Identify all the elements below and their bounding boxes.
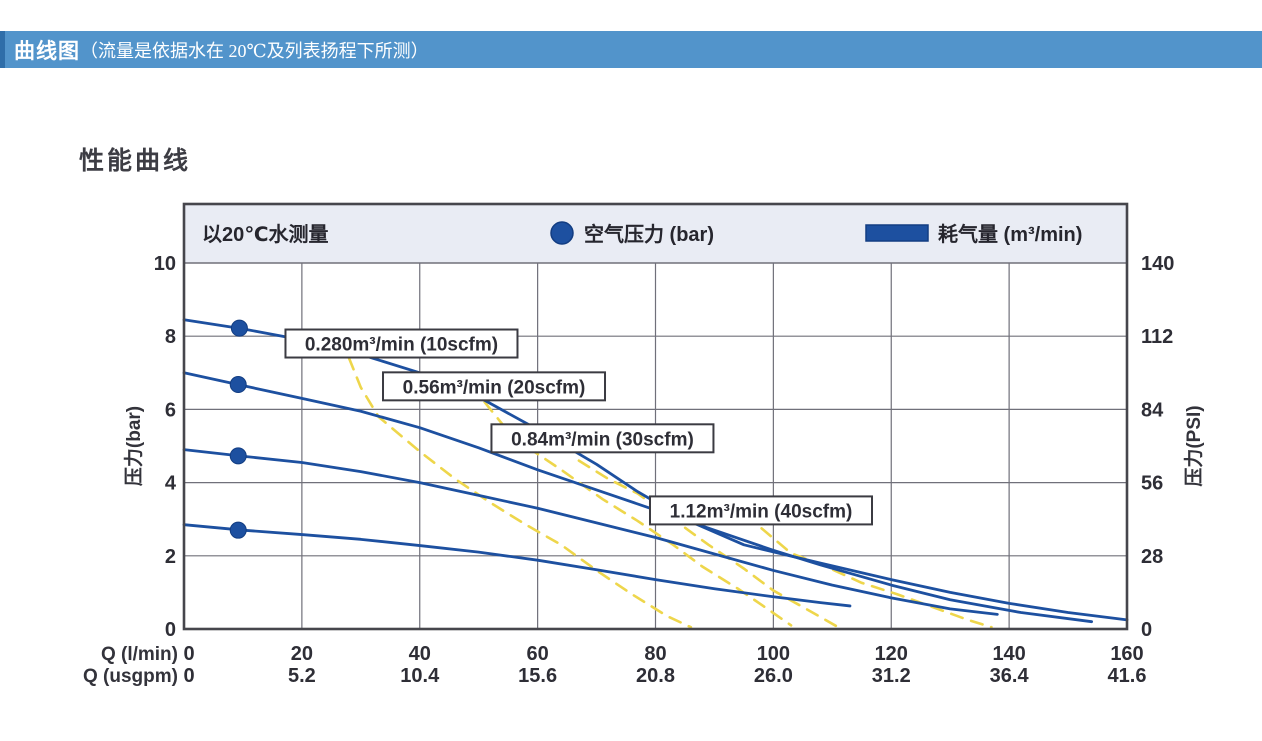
performance-chart: 以20℃水测量 空气压力 (bar) 耗气量 (m³/min) 压力(bar) … bbox=[83, 202, 1205, 687]
y-right-tick-label: 112 bbox=[1141, 326, 1173, 348]
y-right-tick-label: 140 bbox=[1141, 253, 1174, 275]
x-usgpm-tick-label: 31.2 bbox=[872, 665, 911, 687]
air-pressure-dot-1 bbox=[229, 376, 247, 394]
y-axis-title-left: 压力(bar) bbox=[122, 406, 145, 486]
x-usgpm-tick-label: 0 bbox=[183, 665, 194, 687]
x-usgpm-tick-label: 20.8 bbox=[636, 665, 675, 687]
x-lmin-tick-label: 40 bbox=[409, 643, 431, 665]
x-usgpm-tick-label: 26.0 bbox=[754, 665, 793, 687]
legend-air-pressure-label: 空气压力 (bar) bbox=[584, 222, 714, 246]
legend-air-consumption-label: 耗气量 (m³/min) bbox=[938, 222, 1082, 246]
x-usgpm-tick-label: 5.2 bbox=[288, 665, 316, 687]
curve-label-box-3 bbox=[648, 495, 873, 526]
section-header-title: 曲线图 bbox=[14, 39, 80, 63]
page-title: 性能曲线 bbox=[79, 147, 192, 175]
air-pressure-dot-0 bbox=[230, 319, 248, 337]
x-lmin-tick-label: 140 bbox=[992, 643, 1025, 665]
curve-label-text-1: 0.56m³/min (20scfm) bbox=[403, 377, 586, 398]
y-left-tick-label: 10 bbox=[154, 253, 176, 275]
section-header-bar: 曲线图 （流量是依据水在 20℃及列表扬程下所测） bbox=[0, 31, 1262, 68]
x-usgpm-tick-label: 10.4 bbox=[400, 665, 440, 687]
curve-label-text-0: 0.280m³/min (10scfm) bbox=[305, 335, 498, 356]
air-pressure-dot-2 bbox=[229, 447, 247, 465]
curve-label-box-2 bbox=[490, 423, 715, 454]
curve-label-text-2: 0.84m³/min (30scfm) bbox=[511, 429, 694, 450]
x-lmin-tick-label: 20 bbox=[291, 643, 313, 665]
chart-generated-layer: 0.280m³/min (10scfm) 0.56m³/min (20scfm) 0… bbox=[154, 202, 1174, 687]
x-axis-title-usgpm: Q (usgpm) bbox=[83, 666, 178, 687]
legend-air-consumption-bar-icon bbox=[865, 224, 929, 242]
y-left-tick-label: 8 bbox=[165, 326, 176, 348]
plot-border bbox=[182, 202, 1129, 631]
y-left-tick-label: 0 bbox=[165, 619, 176, 641]
x-lmin-tick-label: 60 bbox=[527, 643, 549, 665]
x-usgpm-tick-label: 36.4 bbox=[990, 665, 1030, 687]
curve-label-box-0 bbox=[284, 328, 519, 359]
consumption-curve-2 bbox=[577, 459, 840, 629]
consumption-curve-0 bbox=[347, 356, 693, 629]
legend-air-pressure-dot-icon bbox=[550, 221, 574, 245]
pressure-curve-2 bbox=[182, 448, 999, 616]
y-right-tick-label: 0 bbox=[1141, 619, 1152, 641]
y-left-tick-label: 4 bbox=[165, 473, 177, 495]
section-header-note: （流量是依据水在 20℃及列表扬程下所测） bbox=[80, 40, 429, 61]
y-right-tick-label: 28 bbox=[1141, 546, 1163, 568]
consumption-curve-3 bbox=[760, 527, 993, 629]
y-right-tick-label: 84 bbox=[1141, 399, 1164, 421]
air-pressure-dot-3 bbox=[229, 521, 247, 539]
legend-measure-note: 以20℃水测量 bbox=[202, 223, 328, 246]
y-axis-title-right: 压力(PSI) bbox=[1182, 405, 1205, 486]
pressure-curve-1 bbox=[182, 371, 1094, 624]
x-axis-title-lmin: Q (l/min) bbox=[101, 644, 178, 665]
y-left-tick-label: 6 bbox=[165, 399, 176, 421]
x-lmin-tick-label: 0 bbox=[183, 643, 194, 665]
curve-label-box-1 bbox=[382, 371, 607, 402]
pressure-curve-3 bbox=[182, 523, 852, 608]
curve-label-text-3: 1.12m³/min (40scfm) bbox=[670, 501, 853, 522]
x-usgpm-tick-label: 41.6 bbox=[1108, 665, 1147, 687]
x-lmin-tick-label: 120 bbox=[875, 643, 908, 665]
x-usgpm-tick-label: 15.6 bbox=[518, 665, 557, 687]
x-lmin-tick-label: 80 bbox=[644, 643, 666, 665]
x-lmin-tick-label: 100 bbox=[757, 643, 790, 665]
y-right-tick-label: 56 bbox=[1141, 473, 1163, 495]
y-left-tick-label: 2 bbox=[165, 546, 176, 568]
legend-band bbox=[184, 204, 1127, 263]
x-lmin-tick-label: 160 bbox=[1110, 643, 1143, 665]
